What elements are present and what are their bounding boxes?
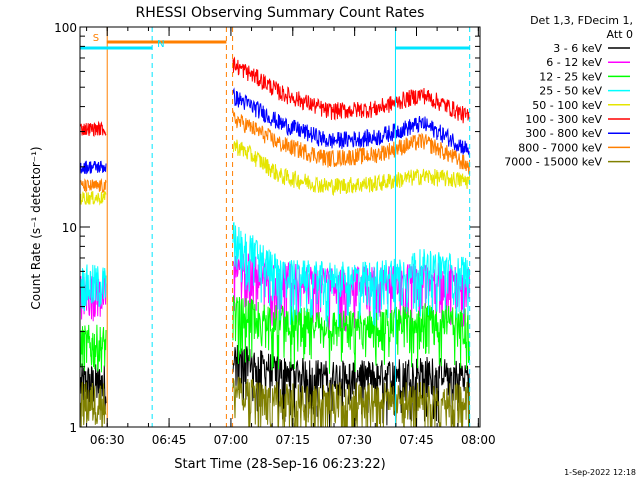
legend-label-5: 100 - 300 keV	[525, 113, 602, 126]
legend-label-0: 3 - 6 keV	[553, 42, 602, 55]
chart-title: RHESSI Observing Summary Count Rates	[136, 5, 425, 21]
series-line-800_7000keV-1	[232, 110, 470, 175]
flag-label-N: N	[157, 39, 164, 50]
series-line-300_800keV-1	[232, 87, 470, 158]
x-axis-label: Start Time (28-Sep-16 06:23:22)	[174, 457, 385, 472]
series-line-7000_15000keV-0	[80, 381, 107, 428]
series-line-12_25keV-0	[80, 324, 107, 373]
legend-label-6: 300 - 800 keV	[525, 127, 602, 140]
x-tick-label-06:45: 06:45	[152, 433, 187, 447]
y-tick-label-100: 100	[54, 21, 77, 35]
plot-area: SN	[80, 27, 471, 428]
series-line-100_300keV-0	[80, 120, 107, 137]
series-line-50_100keV-1	[232, 139, 470, 197]
legend-label-3: 25 - 50 keV	[539, 85, 602, 98]
series-line-300_800keV-0	[80, 160, 107, 175]
legend-label-8: 7000 - 15000 keV	[504, 156, 602, 169]
legend-label-7: 800 - 7000 keV	[518, 141, 602, 154]
legend-header-1: Det 1,3, FDecim 1,	[530, 14, 633, 27]
y-tick-label-10: 10	[62, 221, 77, 235]
series-line-3_6keV-0	[80, 363, 107, 410]
legend-label-1: 6 - 12 keV	[546, 56, 602, 69]
x-tick-label-07:30: 07:30	[337, 433, 372, 447]
series-line-25_50keV-0	[80, 264, 107, 312]
x-tick-label-08:00: 08:00	[461, 433, 496, 447]
y-axis-label: Count Rate (s⁻¹ detector⁻¹)	[29, 146, 43, 309]
timestamp: 1-Sep-2022 12:18	[564, 468, 636, 477]
series-line-12_25keV-1	[232, 295, 470, 374]
x-tick-label-07:15: 07:15	[275, 433, 310, 447]
series-line-800_7000keV-0	[80, 177, 107, 193]
axes: 1 10 100 06:30 06:45 07:00 07:15 07:30 07:45 08:0…	[54, 21, 496, 447]
legend-header-2: Att 0	[607, 28, 633, 41]
legend-label-4: 50 - 100 keV	[532, 99, 602, 112]
x-tick-label-07:45: 07:45	[399, 433, 434, 447]
series-line-7000_15000keV-1	[232, 376, 470, 428]
y-tick-label-1: 1	[69, 421, 77, 435]
x-tick-label-06:30: 06:30	[90, 433, 125, 447]
series-line-6_12keV-1	[232, 252, 470, 334]
legend-label-2: 12 - 25 keV	[539, 70, 602, 83]
flag-label-S: S	[93, 33, 99, 44]
series-line-25_50keV-1	[232, 222, 470, 328]
series-line-100_300keV-1	[232, 56, 470, 124]
series-line-50_100keV-0	[80, 191, 107, 206]
x-tick-label-07:00: 07:00	[214, 433, 249, 447]
